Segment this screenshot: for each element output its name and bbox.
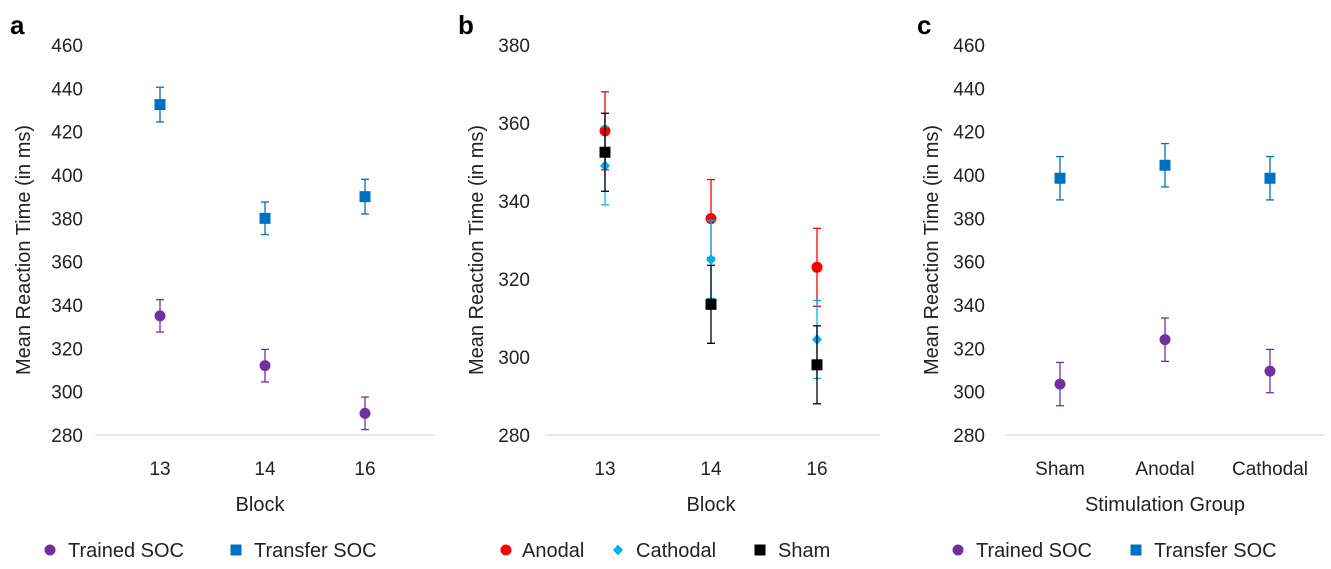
x-tick-label: 16	[354, 459, 375, 480]
y-tick-label: 280	[498, 426, 530, 447]
y-tick-label: 460	[51, 36, 83, 57]
y-tick-label: 280	[51, 426, 83, 447]
x-tick-label: Anodal	[1135, 459, 1194, 480]
legend-label: Trained SOC	[68, 540, 184, 562]
panel-a: a 280 300 320 340 360 380 400 420 440 460 13 14 16 Blo…	[10, 10, 435, 562]
y-tick-label: 340	[953, 296, 985, 317]
data-point	[599, 146, 611, 158]
data-point	[1159, 334, 1171, 346]
data-point	[705, 298, 717, 310]
x-tick-label: 14	[700, 459, 722, 480]
series-transfer-soc	[154, 86, 371, 236]
legend-marker	[754, 544, 766, 556]
data-point	[1264, 172, 1276, 184]
legend-label: Cathodal	[636, 540, 716, 562]
x-tick-label: 13	[149, 459, 170, 480]
y-tick-label: 440	[51, 79, 83, 100]
series-sham	[599, 112, 823, 405]
y-tick-label: 300	[953, 383, 985, 404]
y-tick-label: 380	[498, 36, 530, 57]
y-tick-label: 360	[953, 253, 985, 274]
data-point	[811, 261, 823, 273]
y-axis-title: Mean Reaction Time (in ms)	[13, 125, 35, 375]
legend-label: Trained SOC	[976, 540, 1092, 562]
y-tick-label: 380	[51, 209, 83, 230]
data-point	[359, 191, 371, 203]
data-point	[154, 99, 166, 111]
data-point	[706, 254, 716, 265]
legend-marker	[44, 544, 56, 556]
data-point	[154, 310, 166, 322]
series-transfer-soc	[1054, 142, 1276, 201]
data-point	[1159, 159, 1171, 171]
y-tick-label: 420	[51, 123, 83, 144]
data-point	[811, 359, 823, 371]
data-point	[1054, 172, 1066, 184]
y-tick-label: 320	[498, 270, 530, 291]
y-tick-label: 320	[51, 339, 83, 360]
x-axis-title: Block	[236, 494, 286, 516]
legend-marker	[952, 544, 964, 556]
data-point	[359, 407, 371, 419]
y-axis-title: Mean Reaction Time (in ms)	[921, 125, 943, 375]
legend-label: Anodal	[522, 540, 584, 562]
y-tick-label: 320	[953, 339, 985, 360]
data-point	[259, 212, 271, 224]
x-axis-title: Block	[687, 494, 737, 516]
legend-label: Transfer SOC	[1154, 540, 1277, 562]
y-tick-label: 300	[51, 383, 83, 404]
y-tick-label: 360	[498, 114, 530, 135]
legend: Trained SOC Transfer SOC	[952, 540, 1277, 562]
series-trained-soc	[154, 298, 371, 431]
y-tick-label: 460	[953, 36, 985, 57]
legend-marker	[500, 544, 512, 556]
x-tick-label: 13	[594, 459, 615, 480]
y-tick-label: 360	[51, 253, 83, 274]
x-tick-label: 14	[254, 459, 276, 480]
y-tick-label: 380	[953, 209, 985, 230]
y-tick-label: 400	[953, 166, 985, 187]
y-tick-label: 280	[953, 426, 985, 447]
data-point	[705, 213, 717, 225]
panel-label-c: c	[917, 10, 931, 40]
x-tick-label: 16	[806, 459, 827, 480]
y-tick-label: 440	[953, 79, 985, 100]
y-tick-label: 300	[498, 348, 530, 369]
panel-label-a: a	[10, 10, 25, 40]
y-axis-title: Mean Reaction Time (in ms)	[466, 125, 488, 375]
panel-label-b: b	[458, 10, 474, 40]
x-axis-title: Stimulation Group	[1085, 494, 1245, 516]
y-tick-label: 400	[51, 166, 83, 187]
data-point	[259, 360, 271, 372]
legend: Anodal Cathodal Sham	[500, 540, 830, 562]
data-point	[1264, 365, 1276, 377]
legend-label: Sham	[778, 540, 830, 562]
y-tick-label: 420	[953, 123, 985, 144]
series-trained-soc	[1054, 317, 1276, 407]
y-tick-label: 340	[51, 296, 83, 317]
x-tick-label: Sham	[1035, 459, 1085, 480]
panel-b: b 280 300 320 340 360 380 13 14 16 Block Mean React…	[458, 10, 880, 562]
legend: Trained SOC Transfer SOC	[44, 540, 377, 562]
legend-marker	[613, 544, 623, 556]
legend-marker	[1130, 544, 1142, 556]
data-point	[1054, 378, 1066, 390]
panel-c: c 280 300 320 340 360 380 400 420 440 460 Sham Anoda…	[917, 10, 1325, 562]
x-tick-label: Cathodal	[1232, 459, 1308, 480]
legend-marker	[230, 544, 242, 556]
legend-label: Transfer SOC	[254, 540, 377, 562]
y-tick-label: 340	[498, 192, 530, 213]
